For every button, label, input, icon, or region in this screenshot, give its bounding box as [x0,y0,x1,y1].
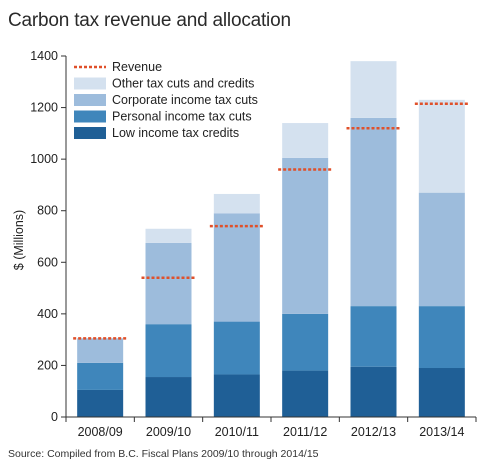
bar-segment-low-income [77,389,124,417]
x-tick-label: 2010/11 [215,425,259,439]
y-tick-label: 1000 [30,152,58,166]
legend-swatch-low-income [74,127,106,139]
source-note: Source: Compiled from B.C. Fiscal Plans … [8,448,319,460]
bar-segment-corporate [282,157,329,314]
bar-segment-personal [418,306,465,369]
legend-label: Personal income tax cuts [112,110,252,124]
y-tick-label: 800 [37,204,58,218]
bar-segment-other [213,193,260,214]
bar-segment-low-income [282,370,329,417]
y-tick-label: 1200 [30,101,58,115]
bar-segment-corporate [213,213,260,322]
bar-segment-corporate [350,117,397,307]
bar-segment-low-income [350,366,397,417]
y-tick-label: 200 [37,358,58,372]
x-tick-label: 2013/14 [419,425,464,439]
bar-segment-personal [350,306,397,367]
axes-layer: 2008/09 2009/10 2010/11 2011/12 2012/13 2013/… [30,49,477,439]
bar-segment-low-income [418,368,465,417]
bar-segment-corporate [418,192,465,307]
bar-segment-other [145,228,192,243]
legend-swatch-other [74,77,106,90]
legend-swatch-personal [74,110,106,123]
bar-segment-other [282,123,329,158]
legend-label: Corporate income tax cuts [112,93,258,107]
x-tick-label: 2008/09 [78,425,123,439]
bar-segment-corporate [145,242,192,325]
y-tick-label: 600 [37,255,58,269]
bar-segment-personal [77,362,124,390]
bar-segment-other [350,61,397,118]
bar-segment-personal [282,313,329,371]
bar-segment-low-income [145,377,192,417]
chart-title: Carbon tax revenue and allocation [8,10,291,31]
legend-label: Low income tax credits [112,126,239,140]
legend-label: Revenue [112,60,162,74]
bars-layer [77,61,465,417]
x-tick-label: 2012/13 [351,425,396,439]
bar-segment-low-income [213,374,260,417]
y-tick-label: 0 [51,410,58,424]
x-tick-label: 2011/12 [283,425,327,439]
y-axis-label: $ (Millions) [12,210,26,270]
bar-segment-personal [145,324,192,378]
x-tick-label: 2009/10 [146,425,191,439]
bar-segment-other [418,99,465,193]
y-tick-label: 400 [37,307,58,321]
legend-label: Other tax cuts and credits [112,77,254,91]
bar-segment-corporate [77,338,124,363]
legend: Revenue Other tax cuts and credits Corpora… [74,60,258,140]
revenue-markers-layer [73,102,469,340]
legend-swatch-corporate [74,94,106,106]
y-tick-label: 1400 [30,49,58,63]
bar-segment-personal [213,321,260,375]
